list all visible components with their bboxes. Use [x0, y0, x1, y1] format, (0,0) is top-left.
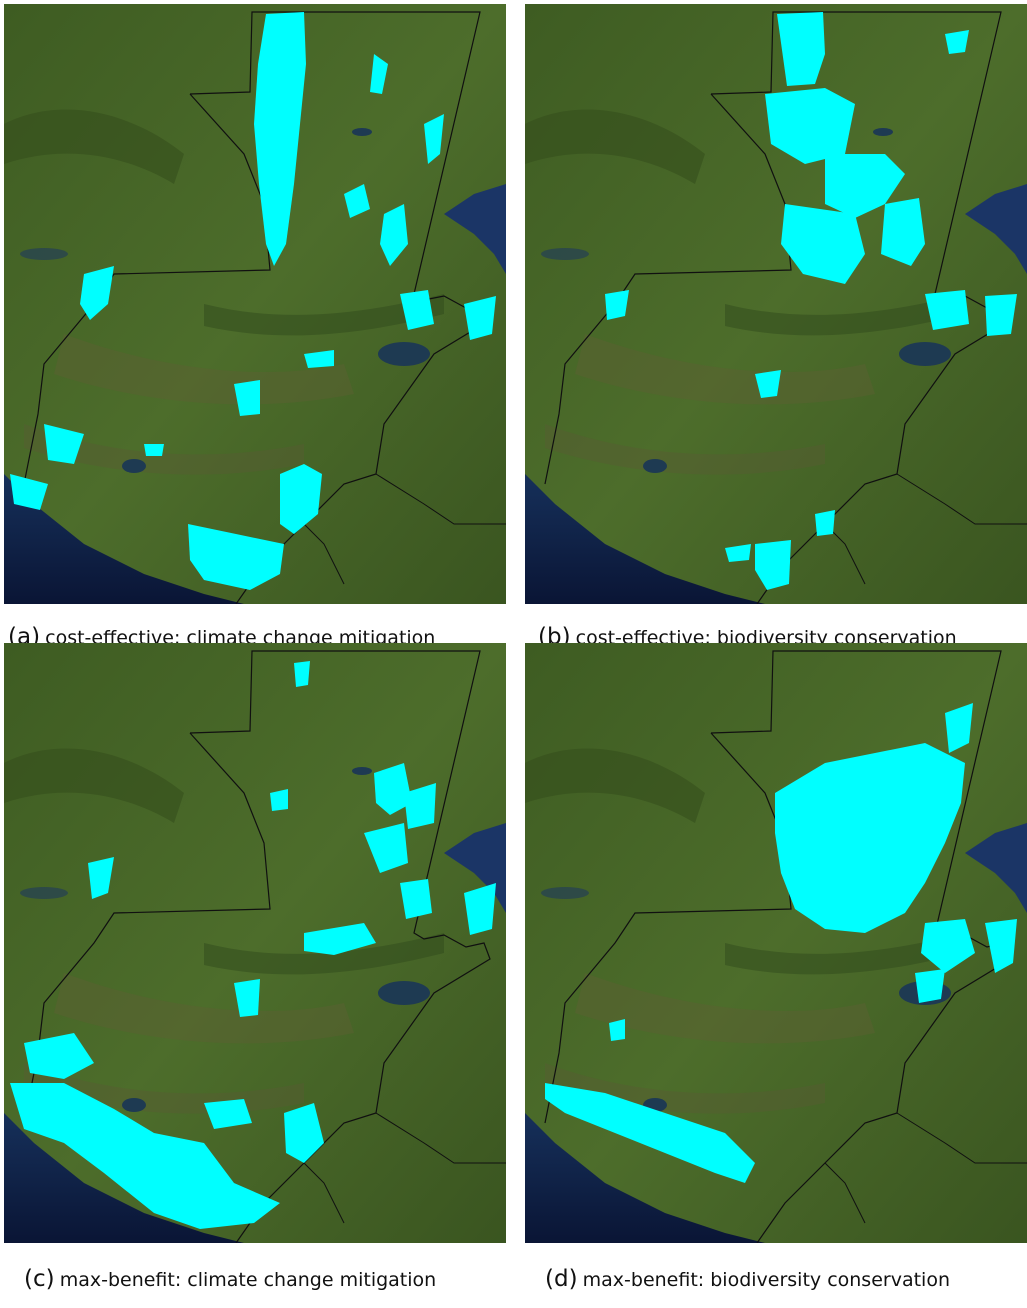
caption-text: max-benefit: biodiversity conservation: [582, 1269, 950, 1291]
satellite-map-b: [525, 4, 1027, 604]
map-panel-d: [525, 643, 1027, 1243]
caption-text: max-benefit: climate change mitigation: [59, 1269, 437, 1291]
satellite-map-a: [4, 4, 506, 604]
highlight-regions-a: [10, 12, 496, 590]
caption-letter: (d): [545, 1266, 578, 1292]
caption-c: (c) max-benefit: climate change mitigati…: [24, 1262, 436, 1296]
caption-letter: (c): [24, 1266, 55, 1292]
highlight-regions-b: [605, 12, 1017, 590]
map-panel-c: [4, 643, 506, 1243]
highlight-regions-d: [545, 703, 1017, 1183]
highlight-regions-c: [10, 661, 496, 1229]
map-panel-b: [525, 4, 1027, 604]
caption-d: (d) max-benefit: biodiversity conservati…: [545, 1262, 950, 1296]
map-panel-a: [4, 4, 506, 604]
satellite-map-c: [4, 643, 506, 1243]
satellite-map-d: [525, 643, 1027, 1243]
